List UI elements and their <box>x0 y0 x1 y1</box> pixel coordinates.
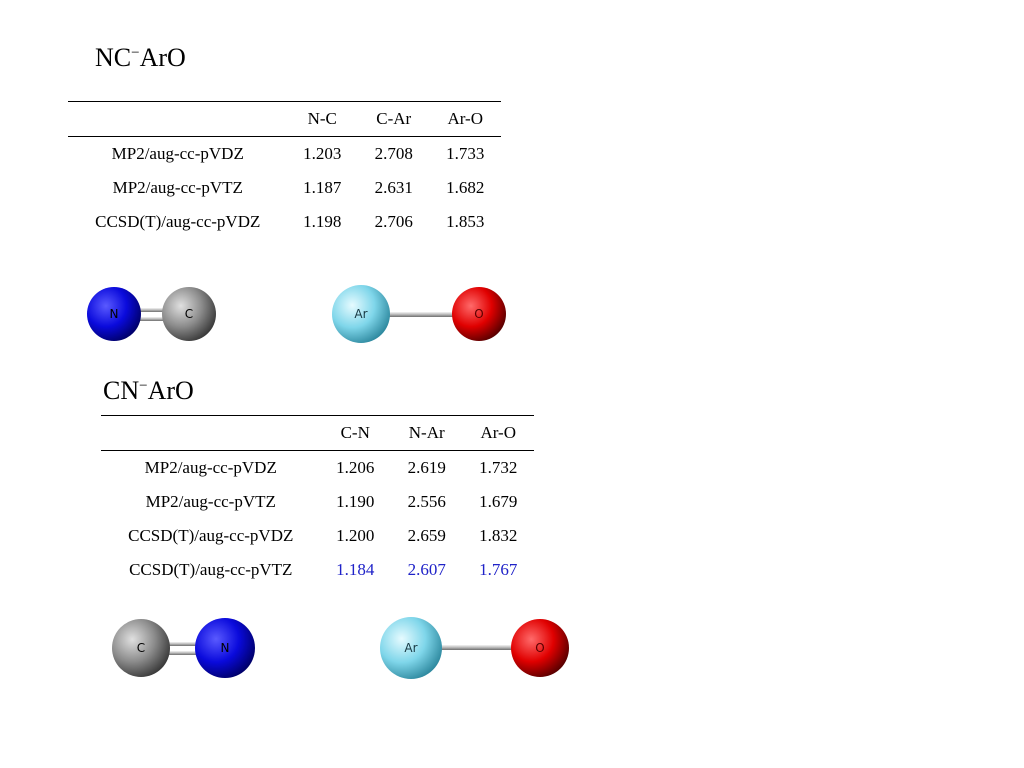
nitrogen-atom <box>87 287 141 341</box>
value-cell: 2.706 <box>374 212 413 231</box>
value-cell: 1.198 <box>303 212 342 231</box>
table-row: MP2/aug-cc-pVDZ 1.203 2.708 1.733 <box>68 137 501 172</box>
header-cell-bond-2: N-Ar <box>390 415 463 451</box>
table-header-row: C-N N-Ar Ar-O <box>101 415 534 451</box>
value-cell: 2.631 <box>374 178 413 197</box>
carbon-atom <box>112 619 170 677</box>
double-bond-lower <box>110 317 190 321</box>
atom-label: C <box>137 641 145 655</box>
header-cell-method <box>68 101 287 137</box>
value-cell: 1.679 <box>479 492 518 511</box>
section1-title-charge: − <box>131 45 140 61</box>
section2-title-base: CN <box>103 376 140 405</box>
method-cell: CCSD(T)/aug-cc-pVDZ <box>95 212 261 231</box>
table-row: MP2/aug-cc-pVDZ 1.206 2.619 1.732 <box>101 451 534 486</box>
argon-atom <box>332 285 390 343</box>
double-bond-upper <box>110 308 190 312</box>
value-cell: 1.732 <box>479 458 518 477</box>
table-row: MP2/aug-cc-pVTZ 1.190 2.556 1.679 <box>101 485 534 519</box>
value-cell: 1.206 <box>336 458 375 477</box>
double-bond-lower <box>140 651 228 655</box>
single-bond <box>360 312 485 317</box>
value-cell: 2.556 <box>407 492 446 511</box>
atom-label: N <box>221 641 230 655</box>
value-cell: 1.682 <box>446 178 485 197</box>
argon-atom <box>380 617 442 679</box>
table-row-highlighted: CCSD(T)/aug-cc-pVTZ 1.184 2.607 1.767 <box>101 553 534 587</box>
value-cell: 1.190 <box>336 492 375 511</box>
section1-bond-table: N-C C-Ar Ar-O MP2/aug-cc-pVDZ 1.203 2.70… <box>68 101 501 239</box>
value-cell: 1.733 <box>446 144 485 163</box>
nitrogen-atom <box>195 618 255 678</box>
header-cell-bond-1: C-N <box>319 415 391 451</box>
value-cell: 1.187 <box>303 178 342 197</box>
atom-label: Ar <box>404 641 417 655</box>
atom-label: Ar <box>354 307 367 321</box>
header-cell-bond-3: Ar-O <box>462 415 534 451</box>
table-row: CCSD(T)/aug-cc-pVDZ 1.200 2.659 1.832 <box>101 519 534 553</box>
oxygen-atom <box>452 287 506 341</box>
method-cell: MP2/aug-cc-pVDZ <box>111 144 244 163</box>
method-cell: CCSD(T)/aug-cc-pVTZ <box>129 560 293 579</box>
value-cell-highlighted: 1.184 <box>336 560 375 579</box>
header-cell-method <box>101 415 320 451</box>
double-bond-upper <box>140 642 228 646</box>
header-cell-bond-2: C-Ar <box>357 101 430 137</box>
value-cell: 2.619 <box>407 458 446 477</box>
method-cell: MP2/aug-cc-pVTZ <box>145 492 276 511</box>
atom-label: C <box>185 307 193 321</box>
value-cell: 1.203 <box>303 144 342 163</box>
section2-title-charge: − <box>139 378 148 394</box>
atom-label: N <box>110 307 119 321</box>
oxygen-atom <box>511 619 569 677</box>
header-cell-bond-3: Ar-O <box>429 101 501 137</box>
method-cell: MP2/aug-cc-pVDZ <box>144 458 277 477</box>
value-cell: 1.832 <box>479 526 518 545</box>
value-cell: 2.708 <box>374 144 413 163</box>
table-row: CCSD(T)/aug-cc-pVDZ 1.198 2.706 1.853 <box>68 205 501 239</box>
section1-title: NC−ArO <box>95 43 186 73</box>
section1-title-rest: ArO <box>139 43 186 72</box>
value-cell-highlighted: 1.767 <box>479 560 518 579</box>
section2-title: CN−ArO <box>103 376 194 406</box>
table-row: MP2/aug-cc-pVTZ 1.187 2.631 1.682 <box>68 171 501 205</box>
atom-label: O <box>474 307 483 321</box>
header-cell-bond-1: N-C <box>286 101 358 137</box>
section1-title-base: NC <box>95 43 132 72</box>
method-cell: CCSD(T)/aug-cc-pVDZ <box>128 526 294 545</box>
section1-molecule-aro: Ar O <box>332 285 506 343</box>
table-header-row: N-C C-Ar Ar-O <box>68 101 501 137</box>
section1-molecule-nc: N C <box>87 287 216 341</box>
section2-bond-table: C-N N-Ar Ar-O MP2/aug-cc-pVDZ 1.206 2.61… <box>101 415 534 587</box>
section2-molecule-cn: C N <box>112 618 255 678</box>
value-cell: 2.659 <box>407 526 446 545</box>
value-cell: 1.853 <box>446 212 485 231</box>
method-cell: MP2/aug-cc-pVTZ <box>112 178 243 197</box>
single-bond <box>415 645 545 650</box>
atom-label: O <box>535 641 544 655</box>
section2-molecule-aro: Ar O <box>380 617 569 679</box>
section2-title-rest: ArO <box>147 376 194 405</box>
value-cell: 1.200 <box>336 526 375 545</box>
value-cell-highlighted: 2.607 <box>407 560 446 579</box>
carbon-atom <box>162 287 216 341</box>
